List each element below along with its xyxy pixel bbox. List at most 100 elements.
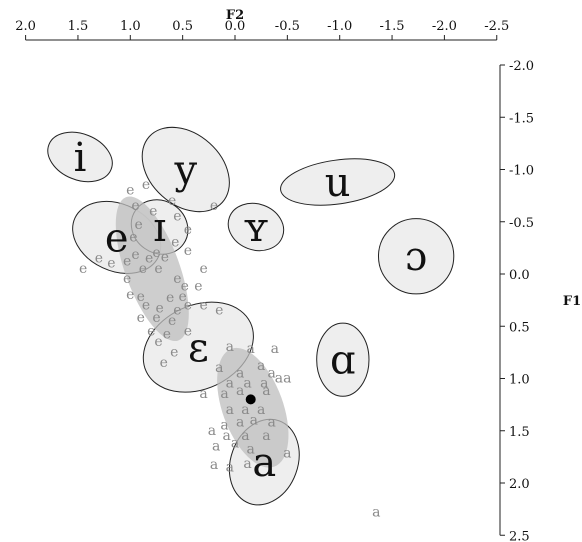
y-axis-ticks: -2.0 -1.5 -1.0 -0.5 0.0 0.5 1.0 1.5 2.0 2.5	[500, 59, 534, 542]
vowel-ellipse-small-cap-y	[227, 202, 285, 252]
token-a: a	[250, 412, 258, 428]
a-tokens-ellipse	[217, 347, 289, 468]
token-e: e	[171, 235, 179, 251]
token-a: a	[222, 428, 230, 444]
token-e: e	[181, 279, 189, 295]
token-e: e	[123, 271, 131, 287]
x-tick-label: -2.0	[432, 19, 457, 34]
y-tick-label: -1.0	[509, 164, 534, 179]
y-tick-label: -1.5	[509, 111, 534, 126]
token-e: e	[173, 271, 181, 287]
token-e: e	[170, 344, 178, 360]
token-e: e	[131, 198, 139, 214]
vowel-ellipse-alpha	[316, 322, 370, 397]
token-e: e	[135, 217, 143, 233]
token-e: e	[184, 222, 192, 238]
x-tick-label: -2.5	[484, 19, 509, 34]
token-e: e	[155, 300, 163, 316]
token-a: a	[208, 423, 216, 439]
token-e: e	[152, 310, 160, 326]
x-tick-label: 2.0	[15, 19, 36, 34]
token-a: a	[210, 457, 218, 473]
token-a: a	[372, 504, 380, 520]
axes: 2.0 1.5 1.0 0.5 0.0 -0.5 -1.0 -1.5 -2.0 -2.5 -2.0…	[15, 8, 581, 542]
vowel-ellipse-i	[47, 131, 113, 183]
token-ellipses	[115, 196, 289, 468]
token-e: e	[161, 249, 169, 265]
token-e: e	[154, 334, 162, 350]
token-a: a	[243, 376, 251, 392]
vowel-label-alpha: ɑ	[330, 338, 356, 384]
vowel-label-small-cap-y: ʏ	[243, 205, 269, 251]
token-e: e	[166, 290, 174, 306]
y-tick-label: 2.0	[509, 477, 530, 492]
vowel-ellipse-open-o	[377, 218, 455, 295]
vowel-label-e: e	[105, 215, 129, 261]
y-tick-label: 0.5	[509, 320, 530, 335]
e-tokens-ellipse	[115, 196, 189, 342]
token-a: a	[260, 376, 268, 392]
token-a: a	[262, 428, 270, 444]
token-e: e	[179, 289, 187, 305]
token-e: e	[147, 323, 155, 339]
token-a: a	[247, 442, 255, 458]
vowel-label-i: i	[74, 135, 87, 181]
token-a: a	[267, 365, 275, 381]
token-e: e	[149, 203, 157, 219]
x-tick-label: -1.0	[327, 19, 352, 34]
vowel-label-a: a	[252, 440, 276, 486]
y-tick-label: -2.0	[509, 59, 534, 74]
token-a: a	[267, 414, 275, 430]
token-a: a	[283, 446, 291, 462]
token-e: e	[126, 287, 134, 303]
token-a: a	[262, 383, 270, 399]
token-a: a	[215, 360, 223, 376]
token-a: a	[241, 428, 249, 444]
x-tick-label: 0.5	[172, 19, 193, 34]
token-e: e	[154, 261, 162, 277]
token-e: e	[142, 297, 150, 313]
vowel-label-open-o: ɔ	[405, 234, 427, 280]
token-a: a	[243, 456, 251, 472]
vowel-label-small-cap-i: ɪ	[153, 205, 166, 251]
token-e: e	[215, 303, 223, 319]
token-a: a	[220, 418, 228, 434]
token-e: e	[137, 289, 145, 305]
token-e: e	[126, 182, 134, 198]
token-e: e	[95, 250, 103, 266]
token-e: e	[163, 327, 171, 343]
mean-points	[245, 394, 256, 405]
token-e: e	[152, 245, 160, 261]
token-a: a	[257, 358, 265, 374]
token-a: a	[231, 435, 239, 451]
token-e: e	[199, 261, 207, 277]
token-e: e	[107, 256, 115, 272]
token-a: a	[236, 365, 244, 381]
token-e: e	[173, 209, 181, 225]
token-a: a	[241, 402, 249, 418]
token-a: a	[271, 341, 279, 357]
token-a: a	[247, 341, 255, 357]
token-e: e	[142, 177, 150, 193]
token-e: e	[137, 310, 145, 326]
token-e: e	[194, 279, 202, 295]
y-tick-label: 1.5	[509, 425, 530, 440]
token-a: a	[212, 438, 220, 454]
token-e: e	[160, 355, 168, 371]
x-tick-label: 1.5	[68, 19, 89, 34]
token-e: e	[131, 247, 139, 263]
token-e: e	[79, 261, 87, 277]
vowel-ellipse-u	[280, 158, 396, 206]
token-e: e	[184, 297, 192, 313]
token-e: e	[168, 193, 176, 209]
y-tick-label: 0.0	[509, 268, 530, 283]
y-tick-label: -0.5	[509, 216, 534, 231]
y-tick-label: 1.0	[509, 373, 530, 388]
vowel-label-epsilon: ɛ	[188, 325, 209, 371]
x-tick-label: 1.0	[120, 19, 141, 34]
token-a: a	[275, 371, 283, 387]
token-a: a	[226, 459, 234, 475]
x-axis-ticks: 2.0 1.5 1.0 0.5 0.0 -0.5 -1.0 -1.5 -2.0 -2.5	[15, 19, 509, 40]
a-mean-point	[245, 394, 256, 405]
